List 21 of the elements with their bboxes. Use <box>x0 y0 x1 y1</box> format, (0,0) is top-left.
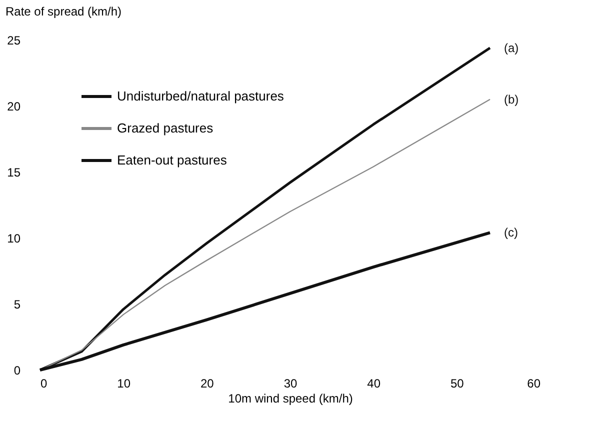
y-tick-label: 5 <box>14 298 21 312</box>
x-tick-label: 20 <box>200 376 214 390</box>
annotation: (b) <box>504 92 519 106</box>
legend-label: Undisturbed/natural pastures <box>117 88 284 104</box>
x-tick-label: 40 <box>367 376 381 390</box>
x-tick-label: 10 <box>117 376 131 390</box>
x-tick-label: 50 <box>450 376 464 390</box>
annotation: (c) <box>504 226 518 240</box>
y-tick-label: 15 <box>7 166 21 180</box>
x-tick-label: 0 <box>40 376 48 390</box>
y-tick-label: 10 <box>7 232 21 246</box>
legend-label: Grazed pastures <box>117 120 214 136</box>
x-tick-label: 30 <box>284 376 298 390</box>
x-axis-title: 10m wind speed (km/h) <box>228 392 353 406</box>
x-tick-label: 60 <box>527 376 541 390</box>
y-axis-title: Rate of spread (km/h) <box>6 4 122 18</box>
annotation: (a) <box>504 40 519 55</box>
y-tick-label: 0 <box>14 364 21 378</box>
y-tick-label: 25 <box>7 34 21 48</box>
y-tick-label: 20 <box>7 100 21 114</box>
legend-label: Eaten-out pastures <box>117 152 228 168</box>
